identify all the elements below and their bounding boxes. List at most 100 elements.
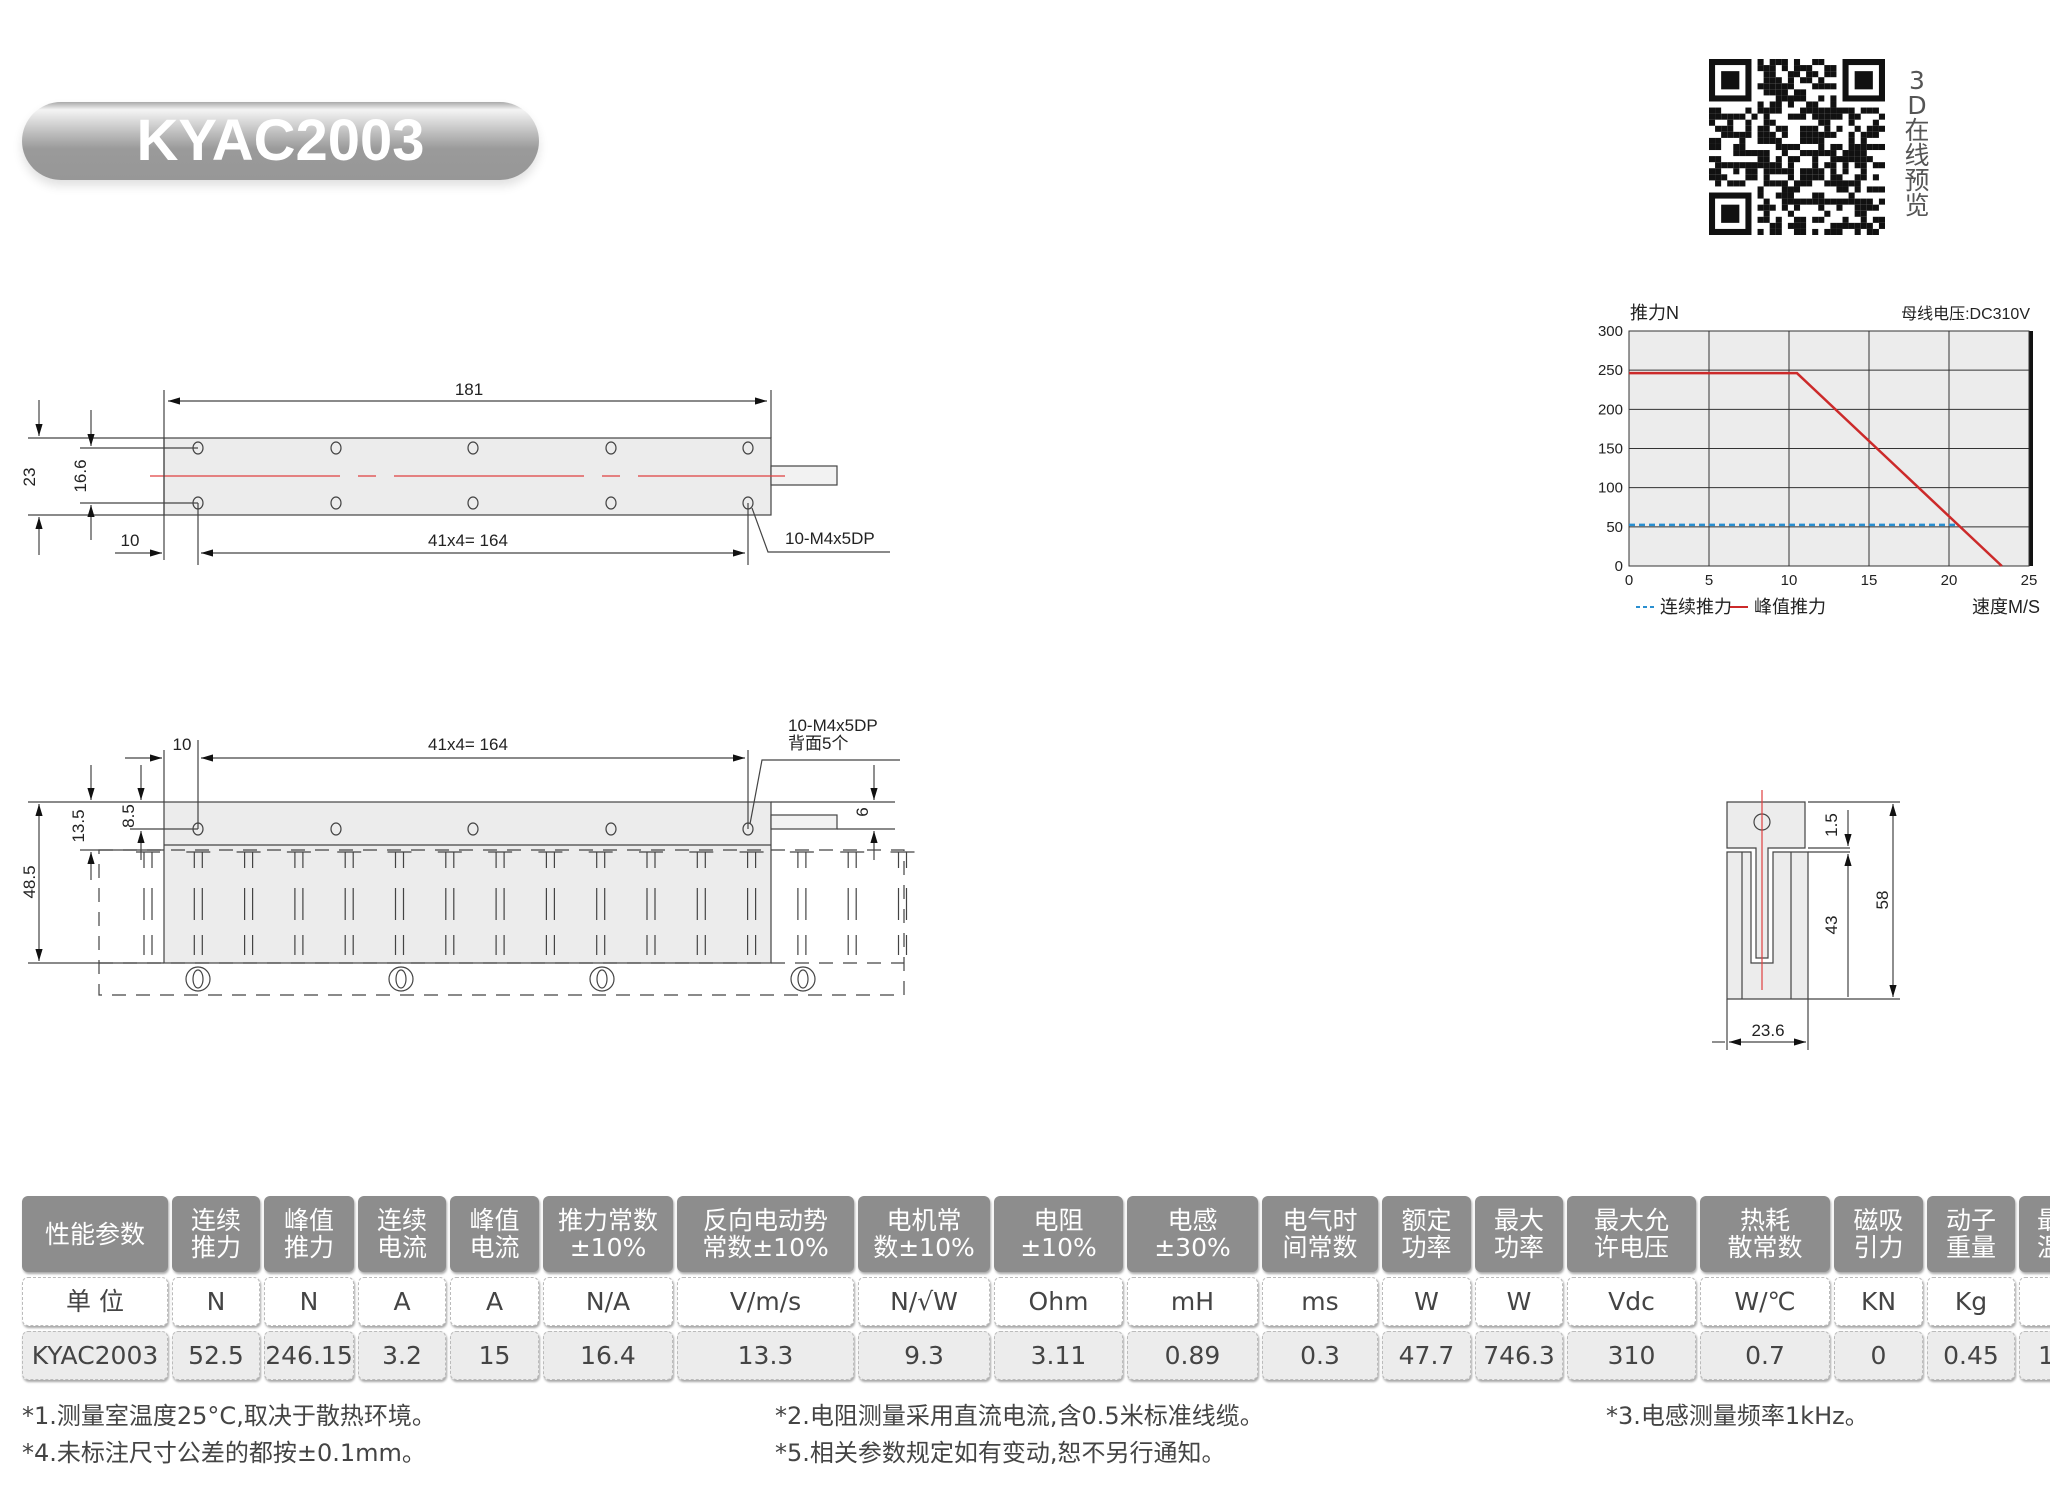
chart-annotation: 母线电压:DC310V: [1901, 305, 2030, 323]
table-header-cell: 连续 推力: [172, 1196, 260, 1272]
table-unit-cell: W: [1382, 1277, 1471, 1326]
table-value-cell: 0.89: [1127, 1331, 1258, 1380]
y-tick-label: 250: [1598, 362, 1623, 379]
table-unit-cell: A: [450, 1277, 539, 1326]
table-header-cell: 磁吸 引力: [1834, 1196, 1923, 1272]
mounting-hole: [467, 496, 479, 510]
x-tick-label: 15: [1861, 572, 1878, 589]
technical-drawings: 181 23 16.6 10 41x4= 164 10-M4x5DP 10 41…: [20, 380, 1900, 1050]
table-header-cell: 热耗 散常数: [1700, 1196, 1830, 1272]
table-unit-cell: Ohm: [994, 1277, 1123, 1326]
x-tick-label: 0: [1625, 572, 1633, 589]
table-header-cell: 电阻 ±10%: [994, 1196, 1123, 1272]
table-unit-cell: mH: [1127, 1277, 1258, 1326]
table-header-cell: 最大允 许电压: [1567, 1196, 1696, 1272]
x-tick-label: 5: [1705, 572, 1713, 589]
note-1: *1.测量室温度25°C,取决于散热环境。: [22, 1402, 436, 1430]
table-header-cell: 连续 电流: [358, 1196, 446, 1272]
dim-edge: 10: [121, 531, 140, 550]
top-view: [28, 390, 890, 565]
dim-edge: 10: [173, 735, 192, 754]
mounting-hole: [467, 822, 479, 836]
x-tick-label: 25: [2021, 572, 2038, 589]
table-value-cell: 246.15: [264, 1331, 354, 1380]
coil-end: [790, 966, 816, 992]
table-value-cell: KYAC2003: [22, 1331, 168, 1380]
table-unit-cell: KN: [1834, 1277, 1923, 1326]
mounting-hole: [605, 441, 617, 455]
y-tick-label: 0: [1615, 558, 1623, 575]
x-tick-label: 10: [1781, 572, 1798, 589]
coil-end: [589, 966, 615, 992]
table-unit-cell: W/℃: [1700, 1277, 1830, 1326]
mounting-hole: [330, 441, 342, 455]
y-tick-label: 200: [1598, 401, 1623, 418]
table-header-cell: 最大 功率: [1475, 1196, 1563, 1272]
y-tick-label: 150: [1598, 441, 1623, 458]
dim-pitch: 41x4= 164: [428, 531, 508, 550]
y-tick-label: 300: [1598, 323, 1623, 340]
note-4: *4.未标注尺寸公差的都按±0.1mm。: [22, 1439, 426, 1467]
note-3: *3.电感测量频率1kHz。: [1606, 1402, 1869, 1430]
dim-hole-pitch-v: 16.6: [71, 459, 90, 492]
table-value-cell: 9.3: [858, 1331, 990, 1380]
note-2: *2.电阻测量采用直流电流,含0.5米标准线缆。: [775, 1402, 1264, 1430]
series-line-1: [1629, 371, 2003, 567]
note-5: *5.相关参数规定如有变动,恕不另行通知。: [775, 1439, 1226, 1467]
table-header-cell: 电气时 间常数: [1262, 1196, 1378, 1272]
mounting-hole: [467, 441, 479, 455]
table-header-cell: 峰值 电流: [450, 1196, 539, 1272]
table-value-cell: 0.45: [1927, 1331, 2015, 1380]
table-header-cell: 最高 温度: [2019, 1196, 2050, 1272]
table-unit-cell: N/√W: [858, 1277, 990, 1326]
end-view: [1712, 790, 1900, 1050]
chart-ylabel: 推力N: [1630, 303, 1679, 323]
table-unit-cell: ms: [1262, 1277, 1378, 1326]
table-value-cell: 3.11: [994, 1331, 1123, 1380]
table-unit-cell: W: [1475, 1277, 1563, 1326]
dim-pitch: 41x4= 164: [428, 735, 508, 754]
qr-label: 3D在线预览: [1904, 66, 1930, 220]
chart-xlabel: 速度M/S: [1972, 597, 2040, 617]
table-unit-cell: N: [172, 1277, 260, 1326]
qr-code: [1709, 59, 1885, 235]
dim-gap: 1.5: [1822, 813, 1841, 837]
table-header-cell: 额定 功率: [1382, 1196, 1471, 1272]
table-value-cell: 13.3: [677, 1331, 854, 1380]
table-value-cell: 3.2: [358, 1331, 446, 1380]
table-unit-cell: N/A: [543, 1277, 673, 1326]
dim-shaft: 6: [853, 807, 872, 816]
table-value-cell: 0.3: [1262, 1331, 1378, 1380]
table-header-cell: 动子 重量: [1927, 1196, 2015, 1272]
table-value-cell: 0.7: [1700, 1331, 1830, 1380]
dim-hole-height: 8.5: [119, 804, 138, 828]
table-unit-cell: ℃: [2019, 1277, 2050, 1326]
table-header-cell: 推力常数 ±10%: [543, 1196, 673, 1272]
table-value-cell: 15: [450, 1331, 539, 1380]
table-header-cell: 电感 ±30%: [1127, 1196, 1258, 1272]
table-header-cell: 性能参数: [22, 1196, 168, 1272]
coil-end: [185, 966, 211, 992]
model-title: KYAC2003: [136, 108, 425, 173]
table-value-cell: 310: [1567, 1331, 1696, 1380]
coil-end: [388, 966, 414, 992]
table-unit-cell: Kg: [1927, 1277, 2015, 1326]
table-unit-cell: 单 位: [22, 1277, 168, 1326]
table-value-cell: 16.4: [543, 1331, 673, 1380]
y-tick-label: 100: [1598, 480, 1623, 497]
dim-stator: 43: [1822, 916, 1841, 935]
table-unit-cell: V/m/s: [677, 1277, 854, 1326]
hole-callout: 10-M4x5DP: [785, 529, 875, 548]
legend-label: 连续推力: [1660, 597, 1732, 617]
side-view: [28, 740, 915, 996]
mounting-hole: [742, 441, 754, 455]
dim-total: 58: [1873, 891, 1892, 910]
table-unit-cell: A: [358, 1277, 446, 1326]
table-value-cell: 52.5: [172, 1331, 260, 1380]
mounting-hole: [605, 822, 617, 836]
mounting-hole: [330, 496, 342, 510]
specs-table: 性能参数 连续 推力 峰值 推力 连续 电流 峰值 电流 推力常数 ±10% 反向电动势 常…: [22, 1196, 2050, 1380]
thrust-speed-chart: 推力N 母线电压:DC310V 速度M/S 0 5 10 15 20 2505010015…: [1598, 303, 2040, 617]
dim-length: 181: [455, 380, 483, 399]
legend-label: 峰值推力: [1754, 597, 1826, 617]
